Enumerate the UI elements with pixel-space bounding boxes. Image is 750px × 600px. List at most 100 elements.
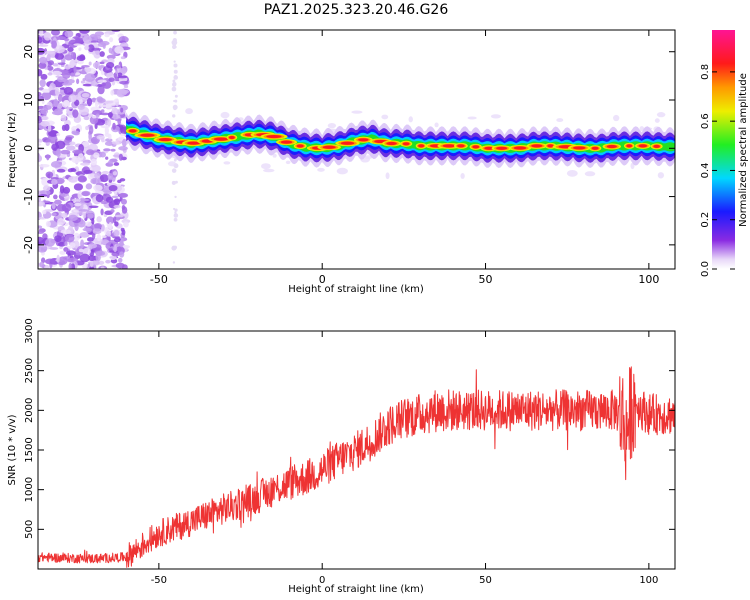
noise-speckle (106, 230, 112, 237)
noise-speckle (84, 73, 96, 82)
noise-speckle (173, 69, 178, 74)
noise-speckle (109, 255, 117, 261)
noise-speckle (59, 185, 65, 194)
noise-speckle (79, 30, 90, 34)
noise-speckle (82, 227, 93, 232)
noise-speckle (113, 162, 120, 166)
noise-speckle (91, 217, 95, 225)
noise-speckle (102, 43, 106, 49)
noise-speckle (639, 126, 645, 132)
noise-speckle (84, 67, 92, 73)
noise-speckle (89, 261, 94, 268)
noise-speckle (80, 80, 86, 84)
noise-speckle (43, 32, 52, 41)
ridge-hotspot (572, 146, 586, 150)
noise-speckle (118, 192, 129, 198)
noise-speckle (45, 139, 52, 143)
spectrogram-x-label: Height of straight line (km) (288, 284, 424, 295)
noise-speckle (112, 122, 116, 130)
noise-speckle (77, 175, 87, 183)
noise-speckle (68, 176, 79, 183)
noise-speckle (173, 207, 176, 211)
noise-speckle (56, 254, 60, 263)
colorbar-tick-label: 0.6 (700, 113, 711, 129)
ridge-hotspot (653, 144, 661, 148)
noise-speckle (67, 79, 75, 84)
noise-speckle (95, 113, 100, 118)
noise-speckle (79, 253, 91, 263)
noise-speckle (87, 44, 95, 53)
noise-speckle (100, 137, 105, 143)
noise-speckle (167, 161, 177, 167)
noise-speckle (317, 167, 325, 172)
noise-speckle (223, 161, 231, 165)
noise-speckle (111, 141, 122, 145)
noise-speckle (113, 229, 120, 237)
noise-speckle (94, 31, 105, 36)
noise-speckle (59, 250, 66, 255)
noise-speckle (654, 118, 660, 123)
noise-speckle (51, 212, 57, 217)
spectrogram-y-tick-label: 10 (22, 93, 35, 107)
noise-speckle (50, 160, 62, 168)
ridge-hotspot (358, 138, 369, 142)
noise-speckle (50, 176, 59, 180)
noise-speckle (220, 111, 230, 119)
noise-speckle (173, 217, 178, 222)
noise-speckle (120, 56, 126, 60)
noise-speckle (40, 73, 48, 80)
noise-speckle (108, 77, 115, 82)
colorbar-ticks: 0.0 0.2 0.4 0.6 0.8 (700, 64, 735, 277)
noise-speckle (96, 234, 102, 242)
spectrogram-y-tick-label: -20 (22, 236, 35, 254)
noise-speckle (45, 220, 51, 228)
ridge-hotspot (472, 145, 480, 149)
noise-speckle (76, 78, 80, 85)
noise-speckle (88, 205, 99, 209)
noise-speckle (113, 237, 121, 243)
noise-speckle (94, 122, 98, 130)
noise-speckle (76, 37, 83, 42)
noise-speckle (173, 75, 179, 80)
noise-speckle (467, 116, 477, 120)
noise-speckle (38, 92, 42, 97)
noise-speckle (40, 121, 50, 127)
noise-speckle (121, 204, 126, 210)
snr-x-tick-label: -50 (151, 575, 167, 586)
noise-speckle (50, 30, 61, 36)
noise-speckle (38, 116, 43, 124)
noise-speckle (106, 61, 115, 69)
ridge-hotspot (213, 137, 229, 141)
noise-speckle (49, 247, 59, 250)
noise-speckle (38, 225, 43, 229)
noise-speckle (60, 229, 72, 234)
spectrogram-y-label: Frequency (Hz) (7, 112, 18, 188)
noise-speckle (107, 118, 112, 127)
noise-speckle (62, 186, 71, 194)
ridge-hotspot (606, 144, 617, 149)
noise-speckle (113, 72, 118, 78)
noise-speckle (173, 106, 177, 111)
noise-speckle (74, 202, 82, 207)
noise-speckle (87, 213, 94, 219)
noise-speckle (100, 208, 104, 216)
noise-speckle (68, 94, 77, 103)
noise-speckle (69, 60, 77, 68)
figure-title: PAZ1.2025.323.20.46.G26 (264, 2, 449, 18)
noise-speckle (111, 252, 121, 257)
noise-speckle (73, 43, 82, 46)
noise-speckle (72, 149, 83, 154)
noise-speckle (61, 203, 72, 212)
noise-speckle (68, 39, 79, 48)
noise-speckle (56, 148, 61, 158)
spectrogram-noise-cloud (38, 30, 675, 269)
noise-speckle (114, 46, 124, 54)
noise-speckle (64, 197, 69, 201)
noise-speckle (100, 200, 109, 205)
noise-speckle (80, 239, 85, 249)
noise-speckle (115, 65, 121, 69)
colorbar-tick-label: 0.4 (700, 162, 711, 178)
noise-speckle (336, 167, 348, 175)
noise-speckle (38, 143, 42, 146)
noise-speckle (88, 125, 94, 135)
